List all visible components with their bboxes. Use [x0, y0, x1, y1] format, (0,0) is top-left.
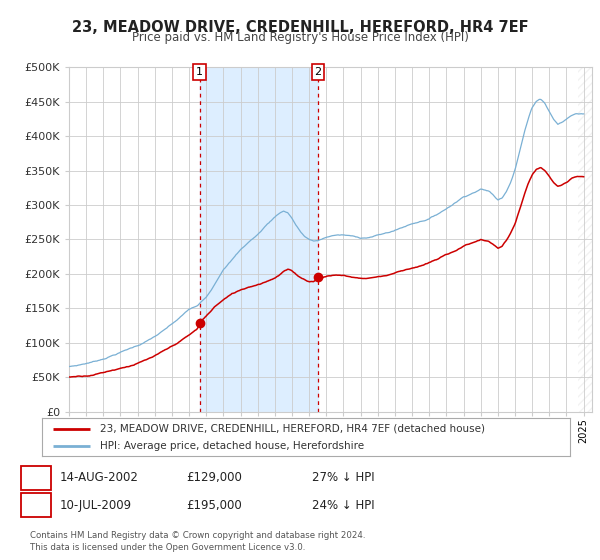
Text: 23, MEADOW DRIVE, CREDENHILL, HEREFORD, HR4 7EF (detached house): 23, MEADOW DRIVE, CREDENHILL, HEREFORD, …	[100, 424, 485, 434]
Text: 10-JUL-2009: 10-JUL-2009	[60, 498, 132, 512]
Text: 27% ↓ HPI: 27% ↓ HPI	[312, 471, 374, 484]
Text: This data is licensed under the Open Government Licence v3.0.: This data is licensed under the Open Gov…	[30, 543, 305, 552]
Text: 14-AUG-2002: 14-AUG-2002	[60, 471, 139, 484]
Text: £129,000: £129,000	[186, 471, 242, 484]
Text: Contains HM Land Registry data © Crown copyright and database right 2024.: Contains HM Land Registry data © Crown c…	[30, 531, 365, 540]
Text: HPI: Average price, detached house, Herefordshire: HPI: Average price, detached house, Here…	[100, 441, 364, 451]
Text: 2: 2	[32, 498, 40, 512]
Text: 24% ↓ HPI: 24% ↓ HPI	[312, 498, 374, 512]
Text: 1: 1	[196, 67, 203, 77]
Bar	[578, 67, 592, 412]
Bar	[200, 67, 318, 412]
Text: 23, MEADOW DRIVE, CREDENHILL, HEREFORD, HR4 7EF: 23, MEADOW DRIVE, CREDENHILL, HEREFORD, …	[71, 20, 529, 35]
Text: £195,000: £195,000	[186, 498, 242, 512]
Text: 1: 1	[32, 471, 40, 484]
Text: Price paid vs. HM Land Registry's House Price Index (HPI): Price paid vs. HM Land Registry's House …	[131, 31, 469, 44]
Text: 2: 2	[314, 67, 322, 77]
